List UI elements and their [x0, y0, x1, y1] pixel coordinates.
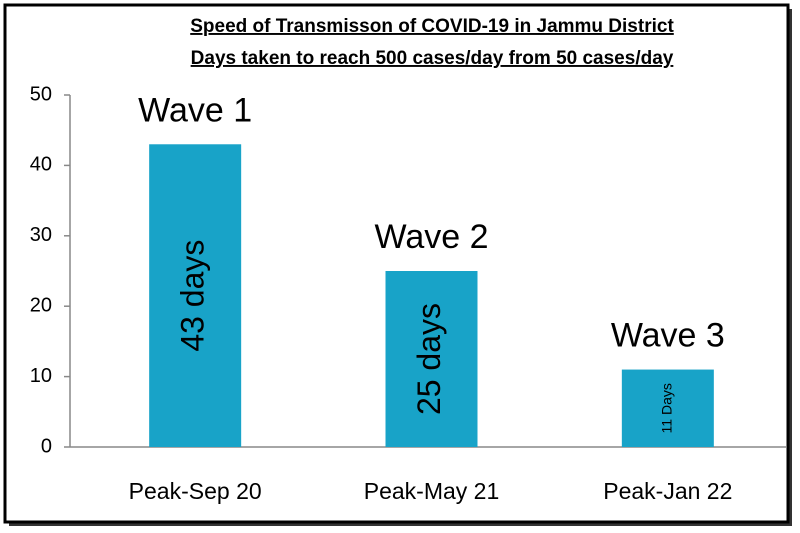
- x-tick-label: Peak-May 21: [364, 478, 500, 504]
- annotation: Wave 1: [138, 91, 252, 129]
- annotation: Wave 2: [374, 218, 488, 256]
- y-tick-label: 0: [41, 435, 52, 457]
- x-tick-label: Peak-Jan 22: [603, 478, 732, 504]
- y-tick-label: 50: [30, 83, 52, 105]
- y-tick-label: 10: [30, 365, 52, 387]
- y-tick-label: 40: [30, 154, 52, 176]
- bar: [149, 144, 242, 447]
- value-label: 43 days: [175, 240, 211, 352]
- y-tick-label: 20: [30, 294, 52, 316]
- annotation: Wave 3: [611, 317, 725, 355]
- bar: [385, 271, 478, 447]
- y-tick-label: 30: [30, 224, 52, 246]
- chart-subtitle: Days taken to reach 500 cases/day from 5…: [191, 48, 674, 69]
- value-label: 25 days: [411, 303, 447, 415]
- x-tick-label: Peak-Sep 20: [129, 478, 262, 504]
- chart-title: Speed of Transmisson of COVID-19 in Jamm…: [190, 16, 674, 37]
- value-label: 11 Days: [659, 383, 675, 433]
- bar: [621, 369, 714, 447]
